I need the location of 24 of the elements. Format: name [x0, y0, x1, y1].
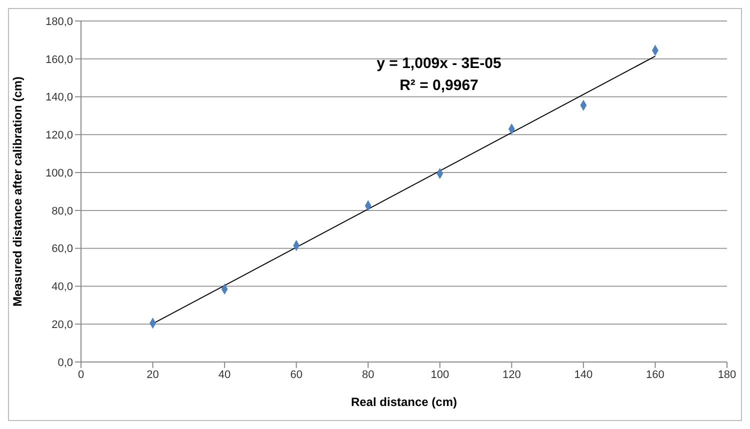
y-tick-label: 100,0	[45, 167, 73, 180]
annotation: y = 1,009x - 3E-05	[376, 54, 502, 74]
y-tick-label: 140,0	[45, 92, 73, 104]
x-axis-title: Real distance (cm)	[350, 395, 458, 409]
x-tick-label: 100	[430, 368, 450, 381]
y-tick-label: 180,0	[45, 16, 73, 28]
y-tick-label: 60,0	[52, 243, 73, 256]
x-tick-label: 0	[78, 368, 84, 381]
x-tick-label: 40	[218, 368, 231, 381]
x-tick-label: 120	[502, 368, 521, 381]
x-tick-label: 140	[574, 368, 593, 381]
x-tick-label: 60	[290, 368, 302, 381]
y-tick-label: 0,0	[58, 356, 73, 369]
x-tick-label: 20	[146, 368, 159, 381]
y-tick-label: 80,0	[52, 205, 73, 218]
y-tick-label: 40,0	[52, 281, 73, 294]
y-tick-label: 120,0	[45, 130, 73, 142]
y-axis-title: Measured distance after calibration (cm)	[10, 76, 24, 307]
x-tick-label: 80	[362, 368, 374, 381]
x-tick-label: 180	[718, 368, 736, 381]
y-tick-label: 20,0	[52, 319, 73, 332]
y-tick-label: 160,0	[45, 54, 73, 66]
annotation: R² = 0,9967	[398, 76, 480, 96]
x-tick-label: 160	[646, 368, 664, 381]
